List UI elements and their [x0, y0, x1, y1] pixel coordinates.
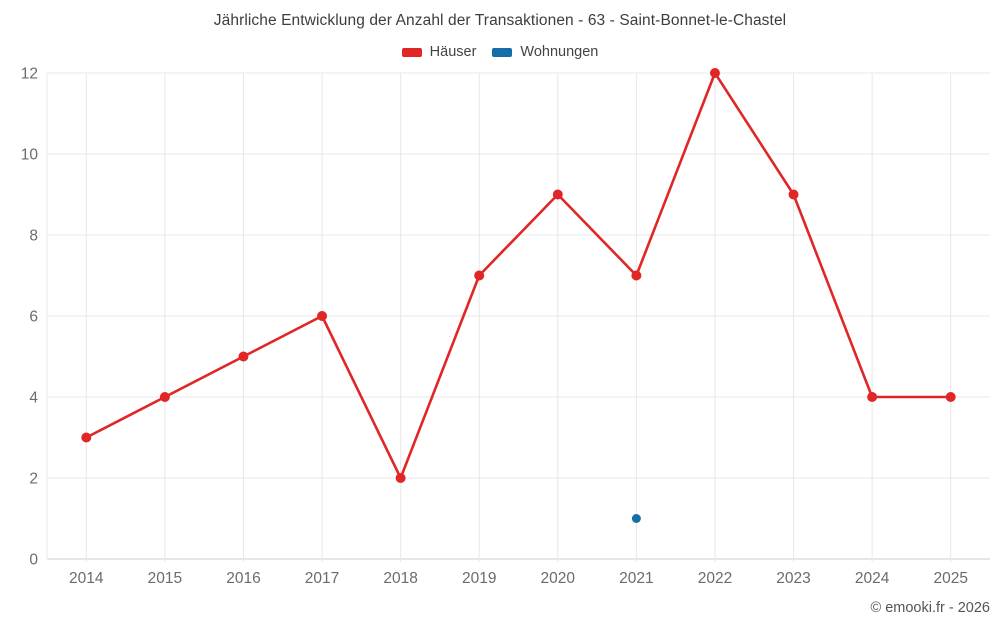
- legend-item-haeuser[interactable]: Häuser: [401, 44, 477, 60]
- legend-label-haeuser: Häuser: [429, 44, 477, 60]
- x-tick-label-2018: 2018: [383, 570, 417, 587]
- y-tick-label-2: 2: [29, 471, 38, 488]
- x-tick-label-2025: 2025: [933, 570, 967, 587]
- x-tick-label-2017: 2017: [305, 570, 339, 587]
- y-tick-label-10: 10: [21, 147, 39, 164]
- y-tick-label-8: 8: [29, 228, 38, 245]
- chart-title: Jährliche Entwicklung der Anzahl der Tra…: [213, 12, 787, 29]
- copyright-text: © emooki.fr - 2026: [870, 600, 990, 616]
- wohnungen-point-2021[interactable]: [631, 514, 641, 523]
- y-tick-label-6: 6: [29, 309, 38, 326]
- x-tick-label-2015: 2015: [148, 570, 182, 587]
- h-user-line: [84, 71, 953, 480]
- legend-item-wohnungen[interactable]: Wohnungen: [492, 44, 598, 60]
- legend: Häuser Wohnungen: [0, 44, 1000, 60]
- x-tick-label-2023: 2023: [776, 570, 810, 587]
- h-user-point-2021[interactable]: [631, 270, 642, 281]
- h-user-point-2017[interactable]: [317, 311, 328, 321]
- h-user-point-2023[interactable]: [788, 189, 799, 200]
- x-tick-label-2016: 2016: [226, 570, 260, 587]
- wohnungen-series-swatch-icon: [492, 47, 513, 57]
- h-user-point-2015[interactable]: [159, 392, 170, 402]
- h-user-point-2022[interactable]: [709, 68, 720, 78]
- x-tick-label-2019: 2019: [462, 570, 496, 587]
- x-tick-label-2021: 2021: [619, 570, 653, 587]
- x-tick-label-2024: 2024: [855, 570, 890, 587]
- h-user-point-2019[interactable]: [474, 270, 485, 281]
- h-user-point-2020[interactable]: [552, 189, 563, 200]
- h-user-point-2016[interactable]: [238, 351, 249, 362]
- y-tick-label-4: 4: [29, 390, 38, 407]
- legend-label-wohnungen: Wohnungen: [520, 44, 599, 60]
- x-tick-label-2014: 2014: [69, 570, 104, 587]
- y-tick-label-12: 12: [21, 66, 38, 83]
- haeuser-series-swatch-icon: [401, 47, 422, 57]
- y-tick-label-0: 0: [29, 552, 38, 569]
- h-user-point-2018[interactable]: [395, 473, 406, 483]
- h-user-point-2024[interactable]: [867, 392, 878, 402]
- h-user-point-2025[interactable]: [945, 392, 956, 402]
- x-tick-label-2022: 2022: [698, 570, 732, 587]
- h-user-point-2014[interactable]: [81, 432, 92, 443]
- x-tick-label-2020: 2020: [541, 570, 576, 587]
